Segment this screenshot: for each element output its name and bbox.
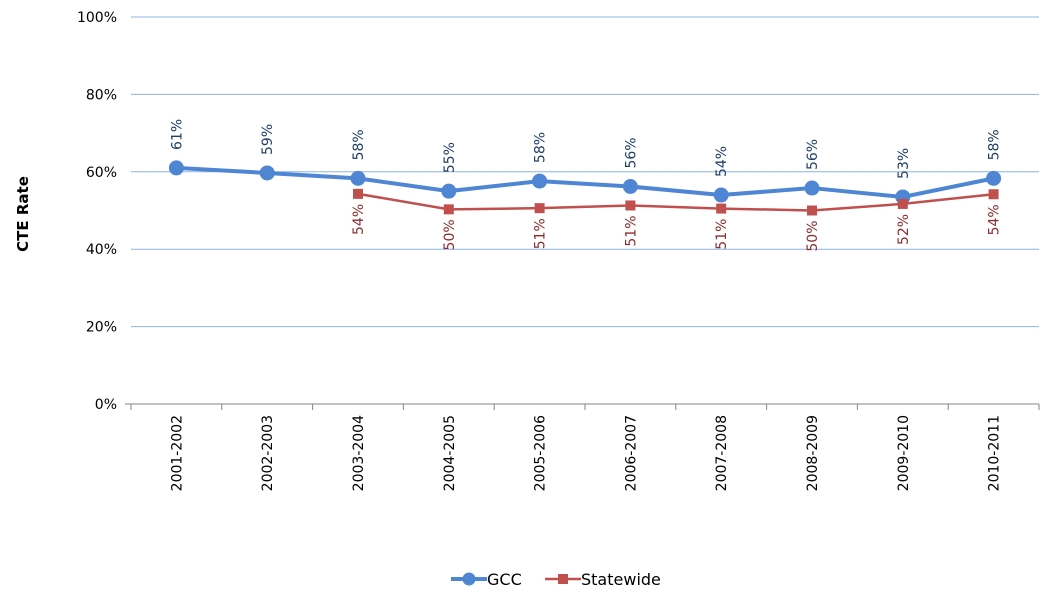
x-tick-label: 2005-2006 [533,415,549,491]
gridlines [131,16,1039,328]
statewide-line [357,192,994,212]
statewide-point [716,203,727,214]
gcc-point [441,183,457,199]
gcc-data-label: 56% [623,137,639,168]
statewide-data-label: 50% [442,219,458,250]
y-tick-label: 20% [86,320,117,336]
x-tick-label: 2009-2010 [896,415,912,491]
y-tick-label: 0% [95,397,117,413]
gcc-point [713,187,729,203]
gcc-point [986,170,1002,186]
statewide-data-label: 51% [714,219,730,250]
statewide-point [625,200,636,211]
statewide-data-label: 54% [351,204,367,235]
legend: GCC Statewide [451,570,661,589]
statewide-point [897,198,908,209]
statewide-legend-label: Statewide [581,570,661,589]
statewide-point [443,204,454,215]
gcc-data-label: 55% [442,142,458,173]
statewide-data-label: 51% [623,215,639,246]
x-tick-label: 2001-2002 [169,415,185,491]
gcc-data-label: 56% [805,139,821,170]
statewide-point [353,188,363,199]
y-tick-label: 100% [77,10,117,26]
gcc-data-label: 59% [260,124,276,155]
x-tick-label: 2003-2004 [351,415,367,491]
y-tick-label: 40% [86,242,117,258]
gcc-data-label: 58% [533,132,549,163]
x-tick-label: 2004-2005 [442,415,458,491]
y-axis-label: CTE Rate [14,176,32,252]
y-tick-labels: 0% 20% 40% 60% 80% 100% [77,10,117,413]
x-tick-labels: 2001-2002 2002-2003 2003-2004 2004-2005 2005… [169,415,1002,491]
gcc-data-label: 58% [987,129,1003,160]
statewide-point [988,189,999,200]
y-tick-label: 60% [86,165,117,181]
gcc-line [176,165,995,199]
gcc-data-label: 58% [351,129,367,160]
x-tick-label: 2007-2008 [714,415,730,491]
statewide-data-label: 54% [987,204,1003,235]
gcc-data-label: 53% [896,148,912,179]
gcc-point [168,160,184,176]
gcc-data-label: 61% [169,119,185,150]
series [168,160,1002,216]
statewide-legend-marker [558,574,568,584]
gcc-legend-label: GCC [487,570,522,589]
gcc-point [532,173,548,189]
y-tick-label: 80% [86,87,117,103]
gcc-point [350,170,366,186]
gcc-data-label: 54% [714,146,730,177]
data-labels: 61% 59% 58% 55% 58% 56% 54% 56% 53% 58% 54% 50% 51% 5… [169,119,1002,252]
statewide-point [534,203,545,214]
x-tick-label: 2006-2007 [623,415,639,491]
gcc-point [622,179,638,195]
gcc-point [804,180,820,196]
axes [125,403,1040,410]
statewide-data-label: 52% [896,214,912,245]
statewide-point [807,205,817,216]
statewide-data-label: 50% [805,221,821,252]
gcc-legend-marker [462,572,476,586]
x-tick-label: 2010-2011 [987,415,1003,491]
gcc-point [259,165,275,181]
x-tick-label: 2008-2009 [805,415,821,491]
statewide-data-label: 51% [533,218,549,249]
x-tick-label: 2002-2003 [260,415,276,491]
